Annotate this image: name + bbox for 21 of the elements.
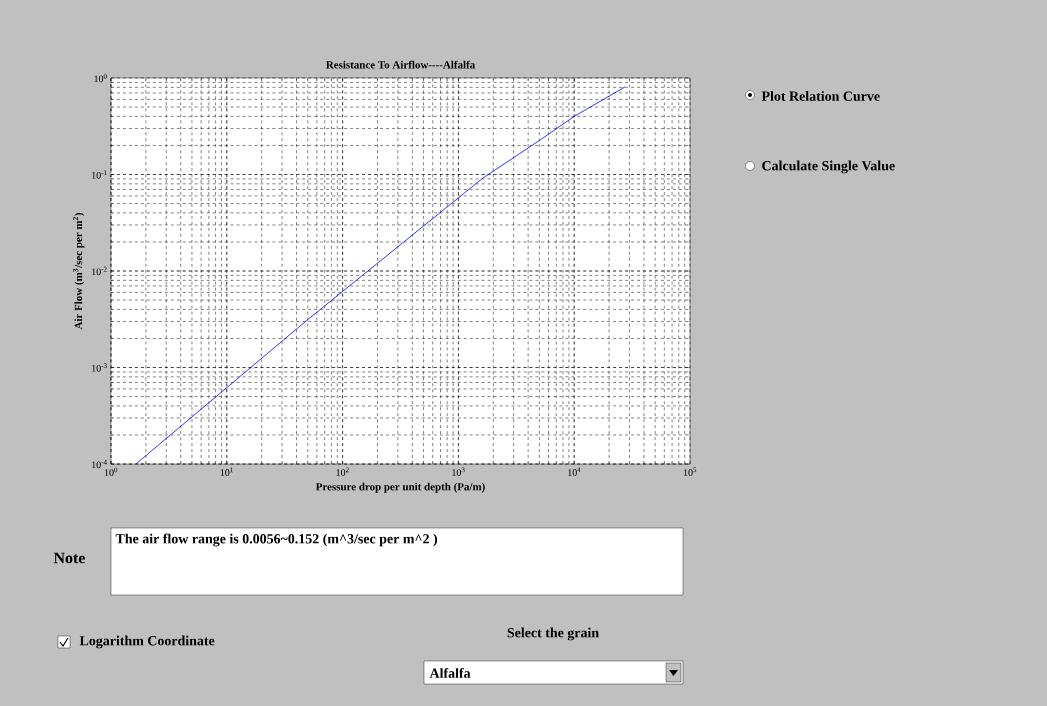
x-axis-title: Pressure drop per unit depth (Pa/m) [315, 482, 485, 493]
y-tick-label: 10$^{-3}$ [92, 363, 107, 372]
y-tick-label: 10$^{-1}$ [92, 170, 107, 179]
x-tick-label: 10$^{2}$ [336, 467, 349, 476]
text: Calculate Single Value [762, 160, 895, 174]
text: Select the grain [507, 627, 599, 641]
text: The air flow range is 0.0056~0.152 (m^3/sec per m^2 ) [115, 533, 438, 547]
chart-title: Resistance To Airflow----Alfalfa [326, 60, 476, 69]
y-tick-label: 10$^{-2}$ [92, 266, 107, 276]
x-tick-label: 10$^{0}$ [104, 467, 118, 476]
y-tick-label: 10$^{0}$ [94, 73, 107, 83]
x-tick-label: 10$^{3}$ [452, 467, 465, 476]
y-tick-label: 10$^{-4}$ [92, 459, 107, 469]
text: Plot Relation Curve [761, 91, 880, 101]
x-tick-label: 10$^{5}$ [683, 467, 697, 476]
y-axis-title: Air Flow (m$^{3}$/sec per m$^{2}$) [73, 212, 85, 330]
x-tick-label: 10$^{1}$ [220, 467, 233, 476]
text: Alfalfa [429, 668, 471, 678]
text: Logarithm Coordinate [79, 635, 215, 649]
x-tick-label: 10$^{4}$ [568, 467, 581, 476]
text: Note [53, 552, 85, 564]
